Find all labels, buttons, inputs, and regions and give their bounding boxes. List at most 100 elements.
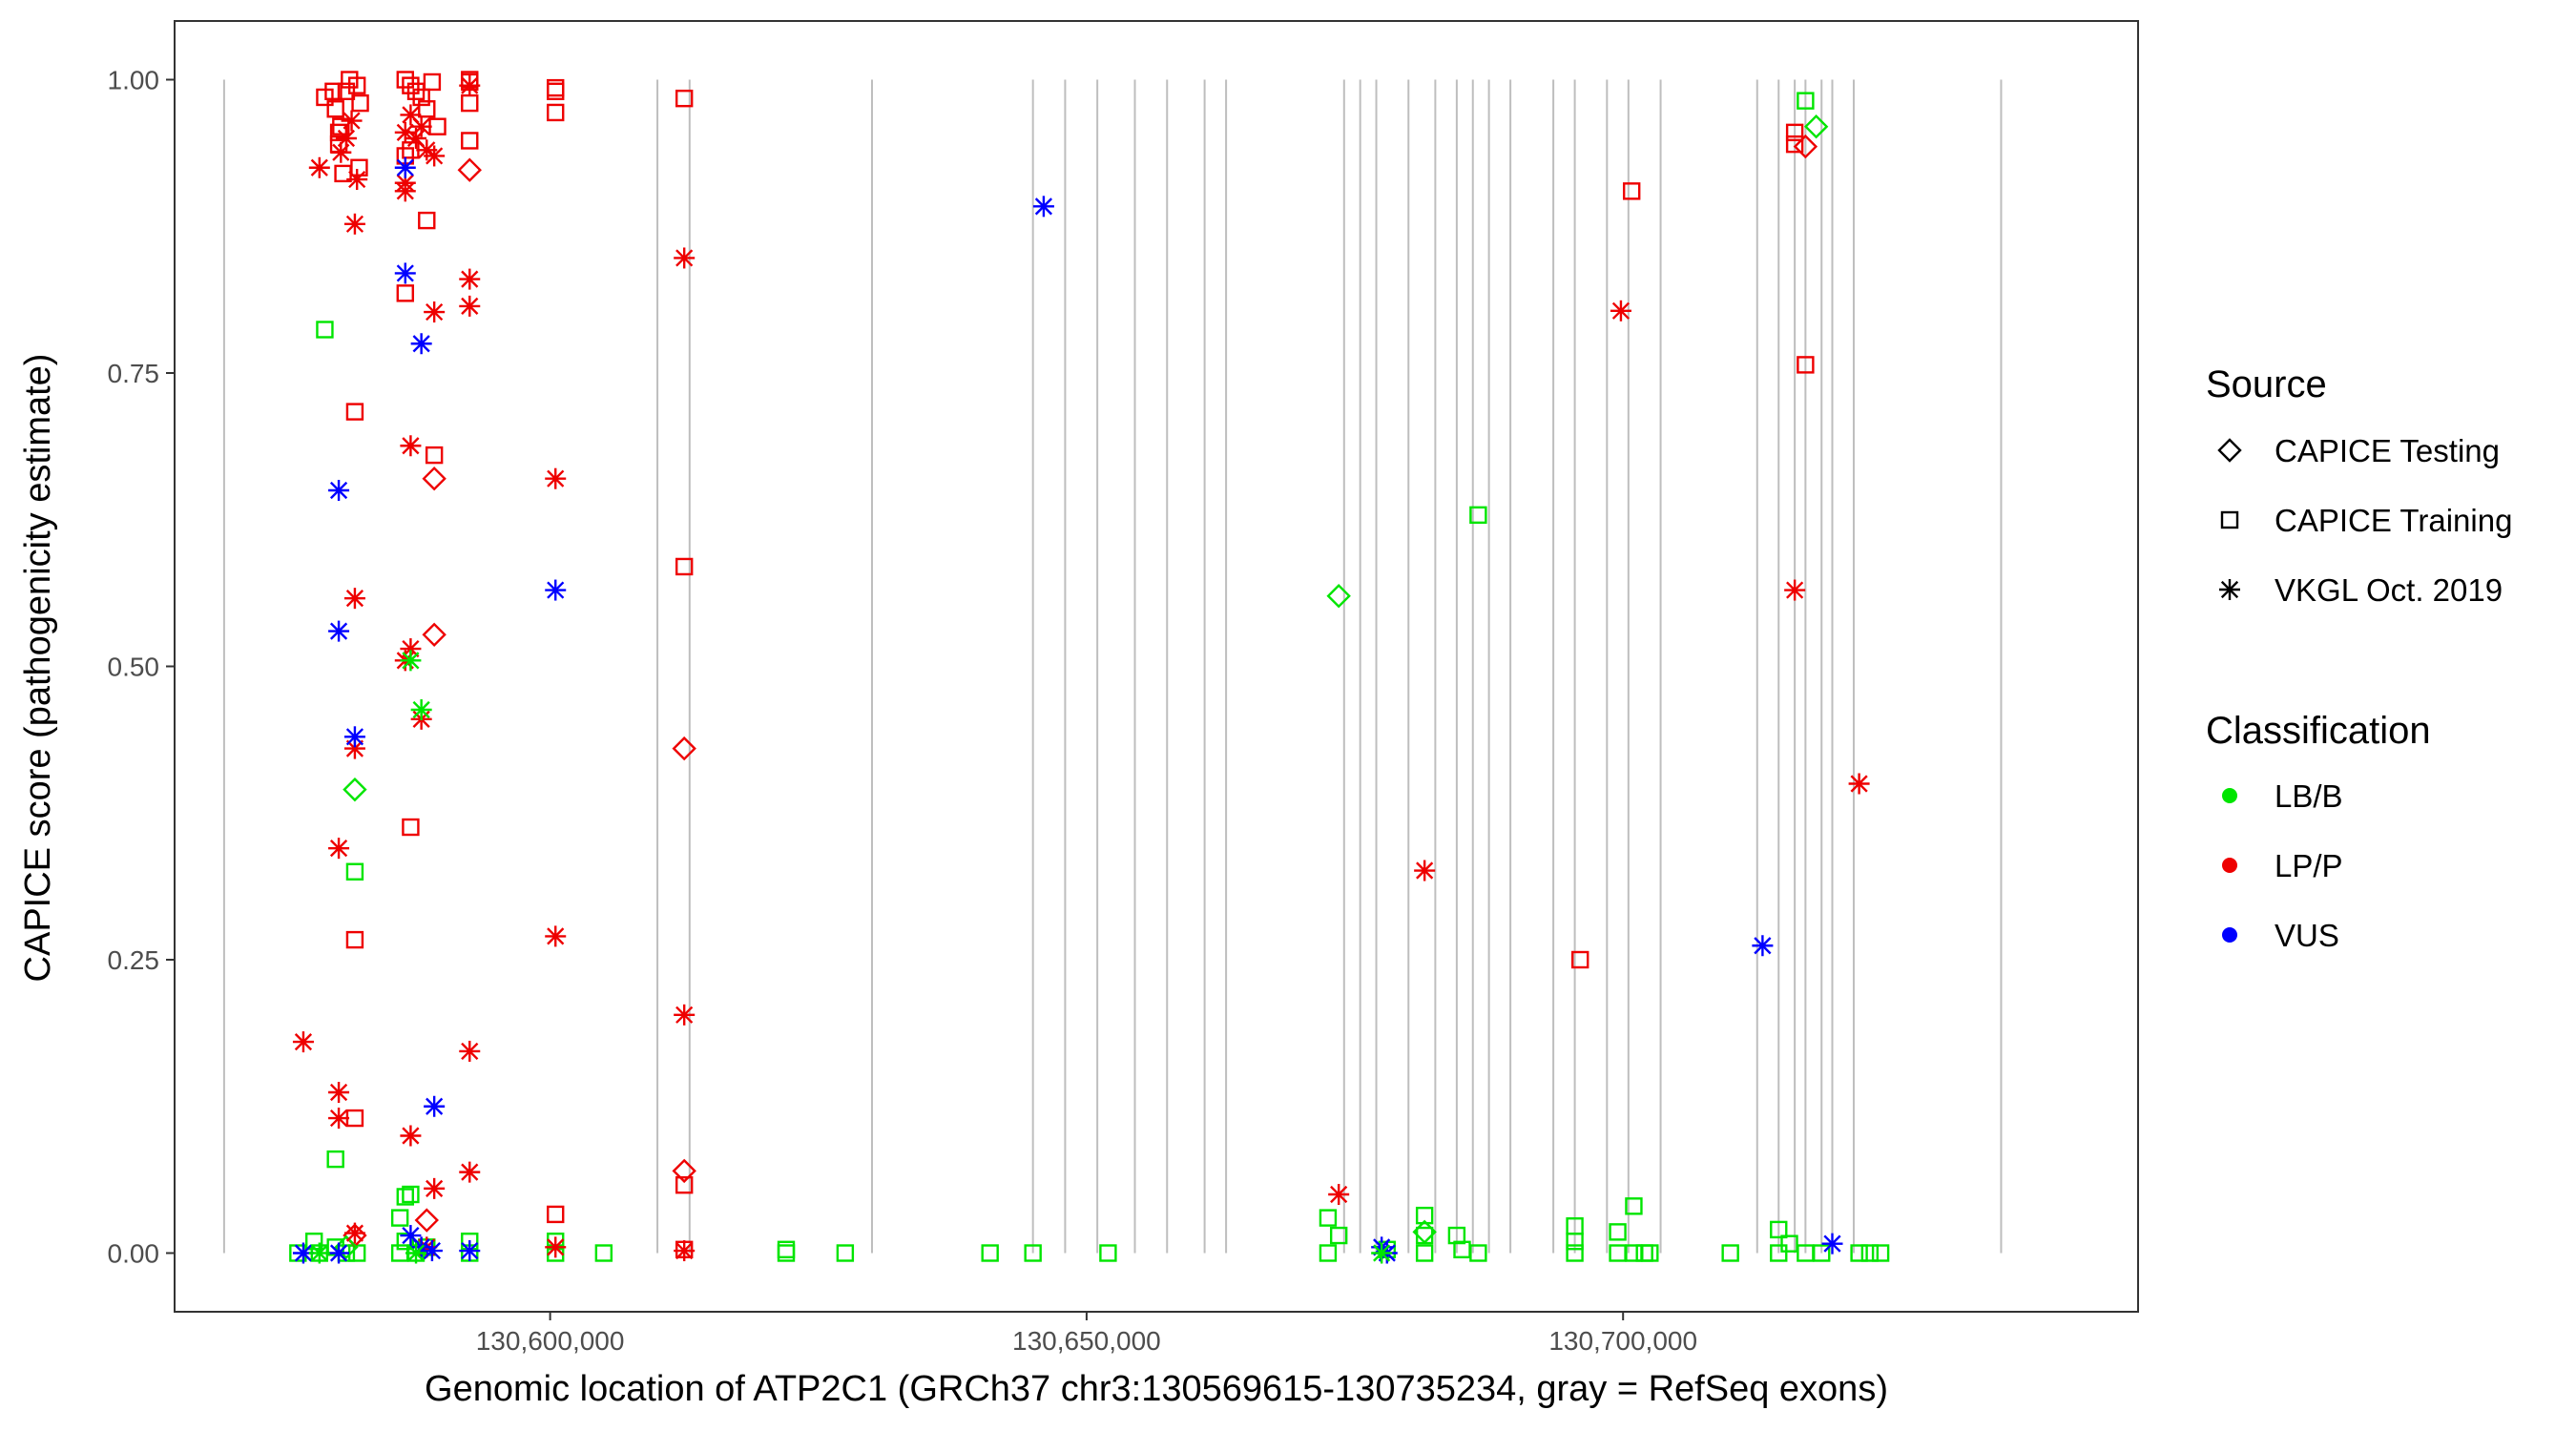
data-point <box>410 699 432 721</box>
data-point <box>1780 1234 1798 1253</box>
data-point <box>396 1232 414 1251</box>
x-axis: 130,600,000 130,650,000 130,700,000 <box>476 1312 1697 1356</box>
legend-class-key <box>2222 788 2237 803</box>
data-point <box>1871 1244 1890 1262</box>
data-point <box>594 1244 613 1262</box>
data-point <box>337 82 356 101</box>
data-point <box>459 74 481 96</box>
data-point <box>316 321 334 339</box>
data-point <box>418 211 436 230</box>
data-point <box>1635 1244 1653 1262</box>
data-point <box>345 403 364 421</box>
data-point <box>1469 1244 1487 1262</box>
data-point <box>424 1177 446 1199</box>
data-point <box>418 100 436 118</box>
data-point <box>1319 1209 1338 1227</box>
data-point <box>1412 1219 1437 1245</box>
data-point <box>545 925 567 947</box>
data-point <box>412 88 430 107</box>
legend-source-label: CAPICE Training <box>2275 503 2512 538</box>
data-point <box>308 1242 330 1264</box>
data-point <box>1329 1226 1348 1245</box>
data-point <box>402 76 420 94</box>
data-point <box>347 76 366 94</box>
data-point <box>394 262 416 284</box>
data-point <box>674 1004 696 1026</box>
data-point <box>402 1185 420 1204</box>
data-point <box>400 650 422 672</box>
data-point <box>343 588 365 610</box>
data-point <box>345 930 364 949</box>
data-point <box>328 620 350 642</box>
data-point <box>400 435 422 457</box>
exon-lines <box>222 79 2003 1254</box>
y-tick-label: 0.25 <box>108 945 160 975</box>
data-point <box>394 121 416 143</box>
data-point <box>1641 1244 1659 1262</box>
data-point <box>1622 182 1641 200</box>
legend-source-key <box>2220 510 2239 529</box>
y-axis: 0.00 0.25 0.50 0.75 1.00 <box>108 66 175 1269</box>
data-point <box>1797 356 1815 374</box>
data-point <box>390 1244 409 1262</box>
data-point <box>1821 1233 1843 1255</box>
data-point <box>335 128 357 149</box>
data-point <box>459 268 481 290</box>
legend-source-key <box>2217 438 2242 463</box>
data-point <box>1850 1244 1868 1262</box>
data-point <box>459 295 481 317</box>
data-point <box>1797 92 1815 110</box>
data-point <box>400 1125 422 1147</box>
legend-class-label: VUS <box>2275 918 2339 953</box>
data-point <box>424 301 446 323</box>
legend-source-title: Source <box>2206 363 2327 405</box>
data-point <box>675 89 694 108</box>
data-point <box>675 1175 694 1194</box>
y-tick-label: 1.00 <box>108 66 160 95</box>
y-tick-label: 0.50 <box>108 653 160 682</box>
data-point <box>328 1081 350 1103</box>
data-point <box>836 1244 855 1262</box>
data-point <box>459 1161 481 1183</box>
data-point <box>675 557 694 576</box>
data-point <box>1415 1244 1434 1262</box>
data-point <box>674 247 696 269</box>
data-point <box>545 579 567 601</box>
data-point <box>343 726 365 748</box>
x-axis-title: Genomic location of ATP2C1 (GRCh37 chr3:… <box>425 1369 1888 1409</box>
data-point <box>343 1222 365 1244</box>
data-point <box>1326 584 1351 609</box>
data-point <box>1785 135 1804 154</box>
data-point <box>1566 1244 1584 1262</box>
data-point <box>410 333 432 355</box>
legend-source-label: VKGL Oct. 2019 <box>2275 572 2503 608</box>
legend-classification-title: Classification <box>2206 710 2431 752</box>
data-point <box>1415 1206 1434 1225</box>
data-point <box>547 82 565 101</box>
data-point <box>1328 1184 1350 1205</box>
data-point <box>672 736 696 761</box>
data-point <box>545 1236 567 1258</box>
data-point <box>421 1240 443 1262</box>
legend-source-label: CAPICE Testing <box>2275 433 2500 468</box>
data-point <box>1721 1244 1739 1262</box>
y-tick-label: 0.00 <box>108 1239 160 1269</box>
data-point <box>350 158 368 176</box>
data-point <box>405 1242 427 1264</box>
data-point <box>459 1040 481 1062</box>
data-point <box>1609 1244 1627 1262</box>
data-point <box>410 115 432 137</box>
data-point <box>308 156 330 178</box>
data-point <box>343 777 367 802</box>
y-axis-title: CAPICE score (pathogenicity estimate) <box>18 354 58 983</box>
data-point <box>396 284 414 302</box>
data-point <box>406 82 426 101</box>
data-point <box>414 1208 439 1233</box>
data-point <box>396 1188 414 1206</box>
legend-classification: Classification LB/B LP/P VUS <box>2206 710 2431 953</box>
plot-panel-border <box>174 20 2139 1313</box>
data-point <box>345 862 364 881</box>
data-point <box>328 1242 350 1264</box>
legend-class-key <box>2222 927 2237 943</box>
